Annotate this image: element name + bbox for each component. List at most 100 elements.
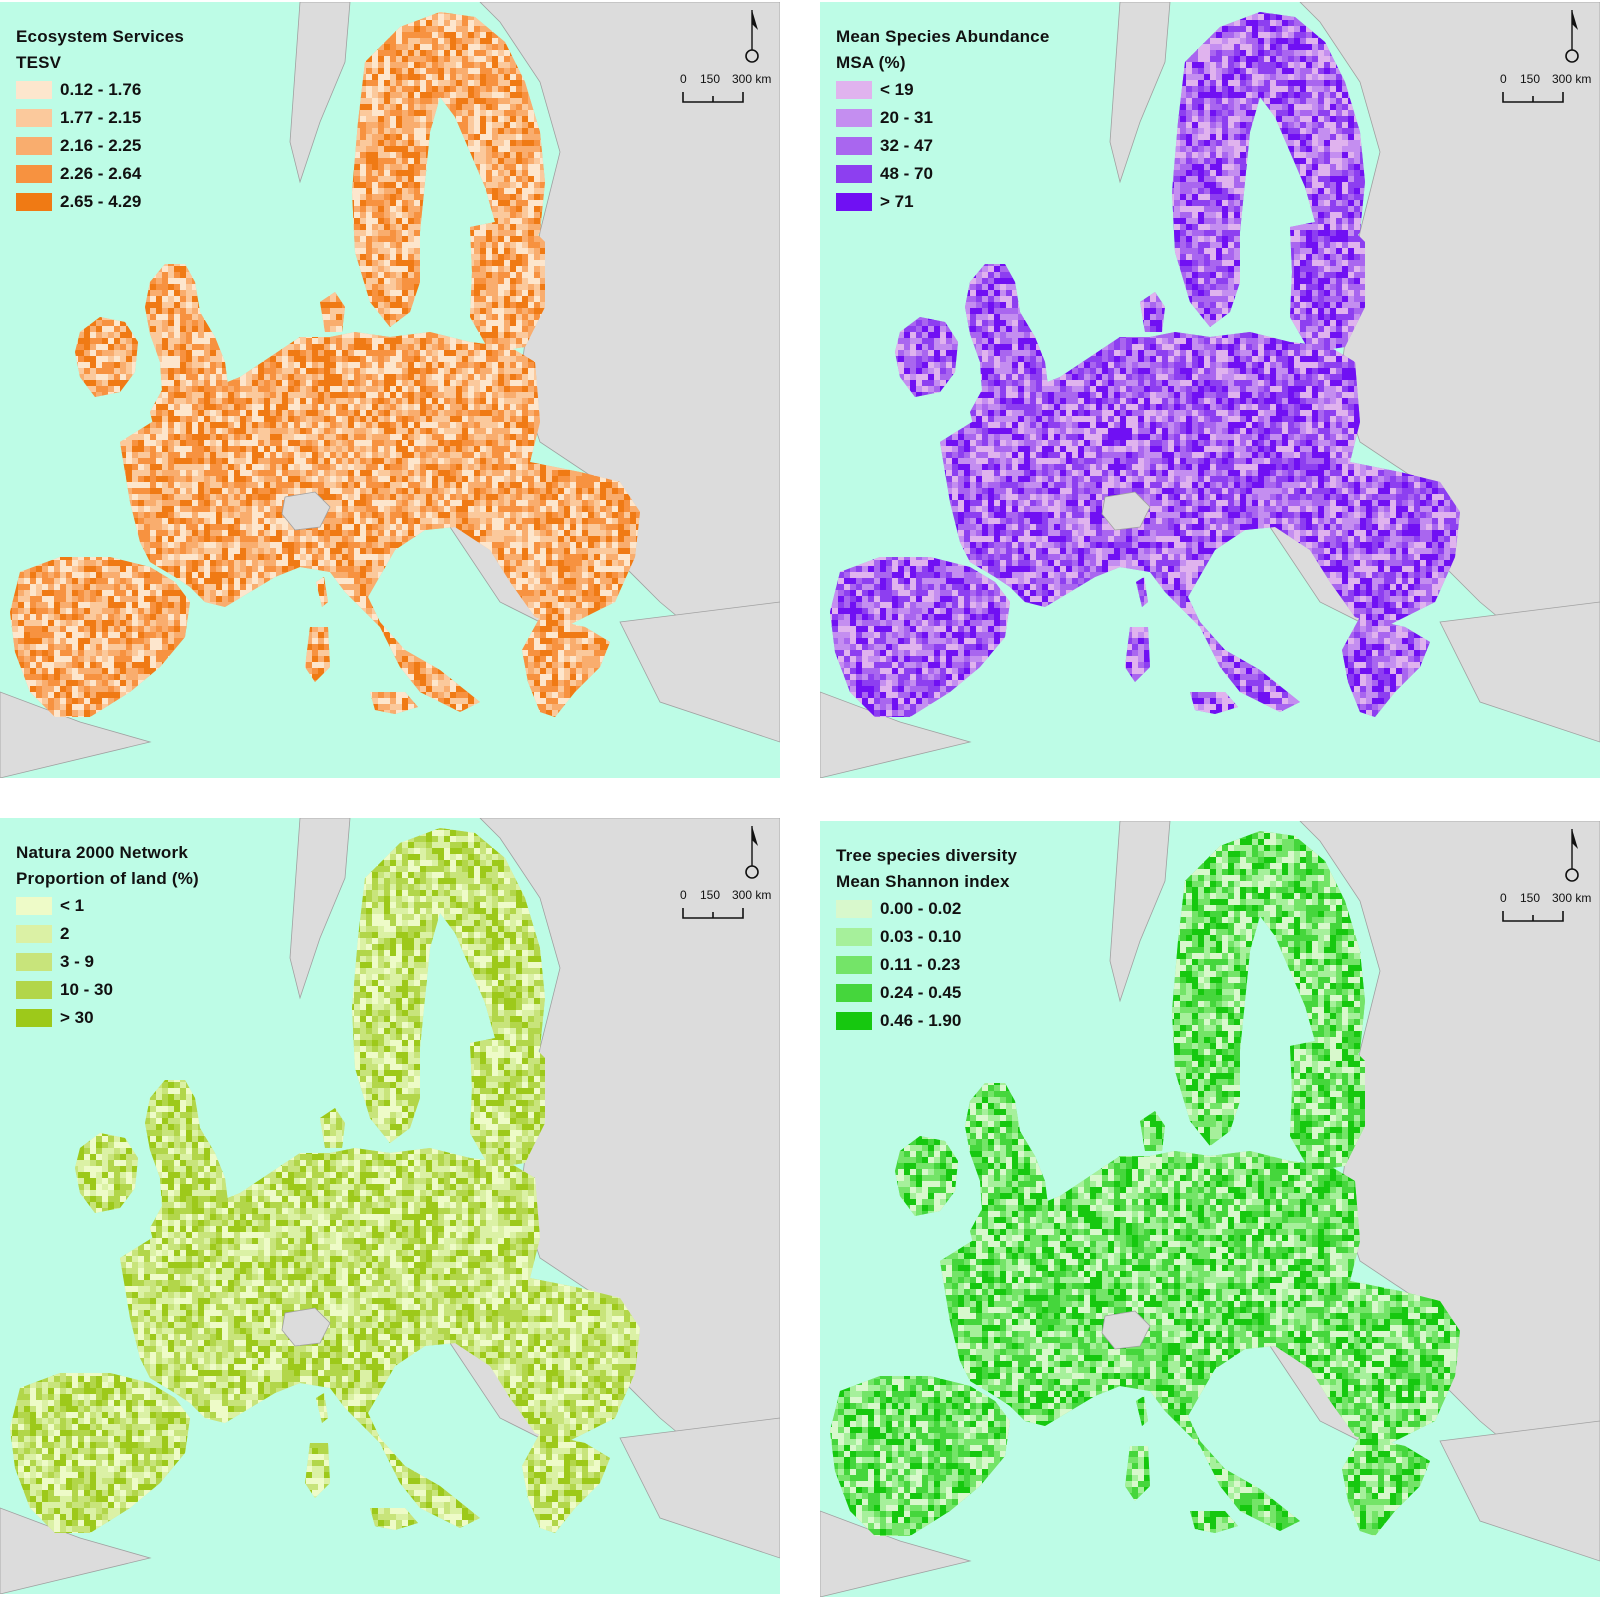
legend-title: Ecosystem Services	[16, 24, 184, 50]
scale-bar: 0 150 300 km	[676, 888, 780, 928]
legend-title: Tree species diversity	[836, 843, 1017, 869]
map-legend: Ecosystem Services TESV 0.12 - 1.76 1.77 - …	[16, 24, 184, 216]
legend-label: 20 - 31	[880, 108, 933, 128]
legend-swatch	[16, 953, 52, 971]
legend-label: 10 - 30	[60, 980, 113, 1000]
legend-item: 0.00 - 0.02	[836, 895, 1017, 923]
legend-item: 3 - 9	[16, 948, 199, 976]
legend-label: 2.26 - 2.64	[60, 164, 141, 184]
legend-swatch	[836, 165, 872, 183]
map-panel-natura-2000: Natura 2000 Network Proportion of land (%…	[0, 818, 780, 1594]
legend-swatch	[836, 984, 872, 1002]
map-panel-tree-species-diversity: Tree species diversity Mean Shannon index…	[820, 821, 1600, 1597]
legend-swatch	[16, 925, 52, 943]
legend-label: 3 - 9	[60, 952, 94, 972]
scale-label: 0	[1500, 891, 1507, 905]
legend-swatch	[16, 109, 52, 127]
scale-label: 300 km	[1552, 891, 1591, 905]
legend-label: 2.65 - 4.29	[60, 192, 141, 212]
legend-label: 2.16 - 2.25	[60, 136, 141, 156]
scale-line	[682, 90, 752, 104]
legend-subtitle: MSA (%)	[836, 50, 1050, 76]
legend-item: 2.65 - 4.29	[16, 188, 184, 216]
legend-item: 0.11 - 0.23	[836, 951, 1017, 979]
legend-swatch	[836, 137, 872, 155]
legend-swatch	[836, 81, 872, 99]
legend-label: 0.03 - 0.10	[880, 927, 961, 947]
legend-item: < 19	[836, 76, 1050, 104]
map-panel-ecosystem-services: Ecosystem Services TESV 0.12 - 1.76 1.77 - …	[0, 2, 780, 778]
legend-label: > 30	[60, 1008, 94, 1028]
legend-label: 0.24 - 0.45	[880, 983, 961, 1003]
legend-label: 0.00 - 0.02	[880, 899, 961, 919]
legend-item: 2.16 - 2.25	[16, 132, 184, 160]
north-arrow-icon	[1562, 6, 1582, 66]
scale-line	[682, 906, 752, 920]
legend-label: 2	[60, 924, 69, 944]
legend-label: 0.11 - 0.23	[880, 955, 960, 975]
legend-item: > 30	[16, 1004, 199, 1032]
legend-swatch	[16, 897, 52, 915]
legend-item: 10 - 30	[16, 976, 199, 1004]
legend-item: 2	[16, 920, 199, 948]
scale-bar: 0 150 300 km	[676, 72, 780, 112]
legend-swatch	[16, 137, 52, 155]
scale-bar: 0 150 300 km	[1496, 891, 1600, 931]
legend-swatch	[16, 81, 52, 99]
scale-label: 0	[1500, 72, 1507, 86]
legend-swatch	[836, 1012, 872, 1030]
map-legend: Natura 2000 Network Proportion of land (%…	[16, 840, 199, 1032]
scale-bar: 0 150 300 km	[1496, 72, 1600, 112]
legend-label: < 1	[60, 896, 84, 916]
scale-label: 300 km	[1552, 72, 1591, 86]
legend-swatch	[16, 981, 52, 999]
legend-subtitle: Mean Shannon index	[836, 869, 1017, 895]
map-legend: Mean Species Abundance MSA (%) < 19 20 - 31…	[836, 24, 1050, 216]
legend-label: 0.12 - 1.76	[60, 80, 141, 100]
map-panel-mean-species-abundance: Mean Species Abundance MSA (%) < 19 20 - 31…	[820, 2, 1600, 778]
legend-item: 0.46 - 1.90	[836, 1007, 1017, 1035]
scale-label: 150	[700, 888, 720, 902]
legend-swatch	[836, 956, 872, 974]
legend-item: > 71	[836, 188, 1050, 216]
legend-label: < 19	[880, 80, 914, 100]
legend-swatch	[836, 109, 872, 127]
legend-item: 0.24 - 0.45	[836, 979, 1017, 1007]
legend-item: 0.03 - 0.10	[836, 923, 1017, 951]
legend-label: 48 - 70	[880, 164, 933, 184]
scale-label: 300 km	[732, 888, 771, 902]
legend-item: < 1	[16, 892, 199, 920]
scale-label: 150	[1520, 891, 1540, 905]
north-arrow-icon	[1562, 825, 1582, 885]
scale-label: 0	[680, 888, 687, 902]
legend-title: Natura 2000 Network	[16, 840, 199, 866]
legend-swatch	[16, 1009, 52, 1027]
legend-label: 32 - 47	[880, 136, 933, 156]
map-legend: Tree species diversity Mean Shannon index…	[836, 843, 1017, 1035]
scale-label: 150	[700, 72, 720, 86]
legend-title: Mean Species Abundance	[836, 24, 1050, 50]
legend-item: 48 - 70	[836, 160, 1050, 188]
legend-swatch	[836, 900, 872, 918]
legend-label: > 71	[880, 192, 914, 212]
legend-item: 20 - 31	[836, 104, 1050, 132]
north-arrow-icon	[742, 6, 762, 66]
legend-item: 0.12 - 1.76	[16, 76, 184, 104]
legend-subtitle: TESV	[16, 50, 184, 76]
legend-item: 2.26 - 2.64	[16, 160, 184, 188]
legend-item: 32 - 47	[836, 132, 1050, 160]
scale-label: 0	[680, 72, 687, 86]
legend-item: 1.77 - 2.15	[16, 104, 184, 132]
scale-label: 150	[1520, 72, 1540, 86]
scale-line	[1502, 909, 1572, 923]
legend-swatch	[16, 165, 52, 183]
legend-label: 0.46 - 1.90	[880, 1011, 961, 1031]
north-arrow-icon	[742, 822, 762, 882]
scale-label: 300 km	[732, 72, 771, 86]
legend-label: 1.77 - 2.15	[60, 108, 141, 128]
legend-swatch	[16, 193, 52, 211]
legend-swatch	[836, 928, 872, 946]
legend-subtitle: Proportion of land (%)	[16, 866, 199, 892]
scale-line	[1502, 90, 1572, 104]
legend-swatch	[836, 193, 872, 211]
